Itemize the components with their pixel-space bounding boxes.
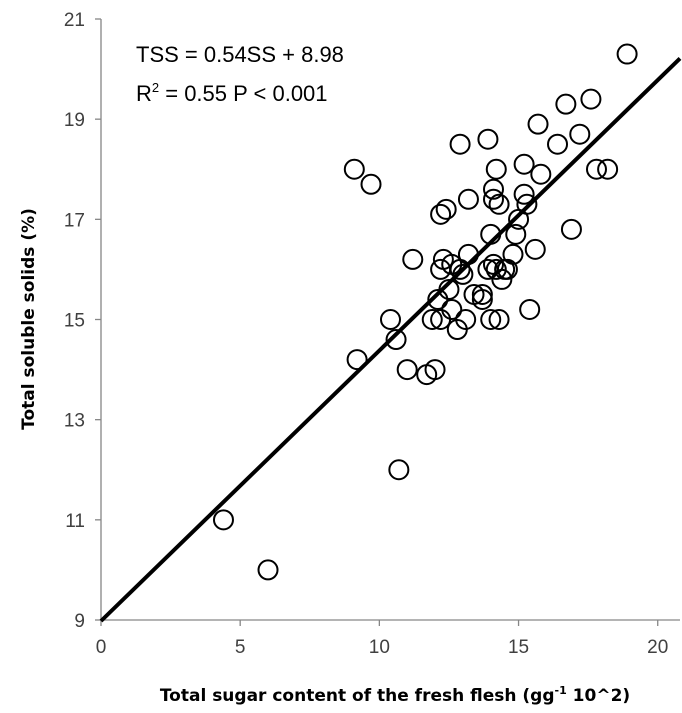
data-point [513,183,535,205]
data-point [421,309,443,330]
data-point [455,309,477,330]
x-axis-title-exponent: -1 [555,684,567,697]
y-tick-label: 19 [64,110,85,131]
data-point [343,158,365,180]
data-point [560,218,582,240]
x-tick-label: 0 [96,637,107,658]
data-point [430,309,452,330]
x-axis-title-main: Total sugar content of the fresh flesh (… [160,686,555,706]
data-point [555,93,577,115]
x-tick-label: 5 [235,637,246,658]
data-point [580,88,602,110]
data-point [524,238,546,260]
x-axis-title-tail: 10^2) [567,686,630,706]
data-point [527,113,549,135]
data-point [480,309,502,330]
y-tick-label: 11 [65,511,85,532]
data-point [452,263,474,285]
data-point [477,128,499,150]
y-tick-label: 13 [64,411,85,432]
equation-label: TSS = 0.54SS + 8.98 [136,42,344,67]
data-point [502,243,524,265]
r-squared-r: R [136,81,152,106]
axes: 9 11 13 15 17 19 21 0 5 10 15 20 [64,10,680,658]
regression-line-group [99,57,682,623]
r-squared-rest: = 0.55 P < 0.001 [159,81,327,106]
data-point [430,203,452,225]
data-point [569,123,591,145]
data-point [530,163,552,185]
data-point [424,359,446,381]
data-point [257,559,279,581]
data-point [441,298,463,320]
data-point [457,188,479,210]
data-point [471,283,493,305]
data-point [616,43,638,65]
regression-line [99,57,682,623]
r-squared-exponent: 2 [152,80,159,95]
data-point [457,243,479,265]
data-point [385,329,407,351]
data-point [513,153,535,175]
data-point [505,223,527,245]
data-point [346,349,368,371]
data-point [496,258,518,280]
y-tick-label: 17 [64,210,85,231]
r-squared-label: R2 = 0.55 P < 0.001 [136,80,328,106]
x-tick-label: 15 [508,637,529,658]
data-point [360,173,382,195]
data-point [380,309,401,330]
y-tick-label: 15 [64,311,85,332]
y-tick-label: 21 [64,10,85,31]
data-point [488,193,510,215]
x-tick-label: 10 [369,637,390,658]
data-point [488,309,510,330]
data-point [471,288,493,310]
data-point [212,509,234,531]
y-axis-title: Total soluble solids (%) [19,208,39,430]
data-point [388,459,410,481]
x-tick-label: 20 [647,637,668,658]
data-point [482,178,504,200]
y-tick-label: 9 [74,611,85,632]
data-point [402,248,424,270]
data-point [597,158,619,180]
data-points [212,43,638,581]
x-axis-title: Total sugar content of the fresh flesh (… [160,684,630,706]
data-point [482,188,504,210]
data-point [485,258,507,280]
data-point [435,198,457,220]
data-point [547,133,569,155]
data-point [485,158,507,180]
data-point [491,268,513,290]
data-point [516,193,538,215]
data-point [519,298,541,320]
data-point [396,359,418,381]
data-point [449,133,471,155]
data-point [585,158,607,180]
